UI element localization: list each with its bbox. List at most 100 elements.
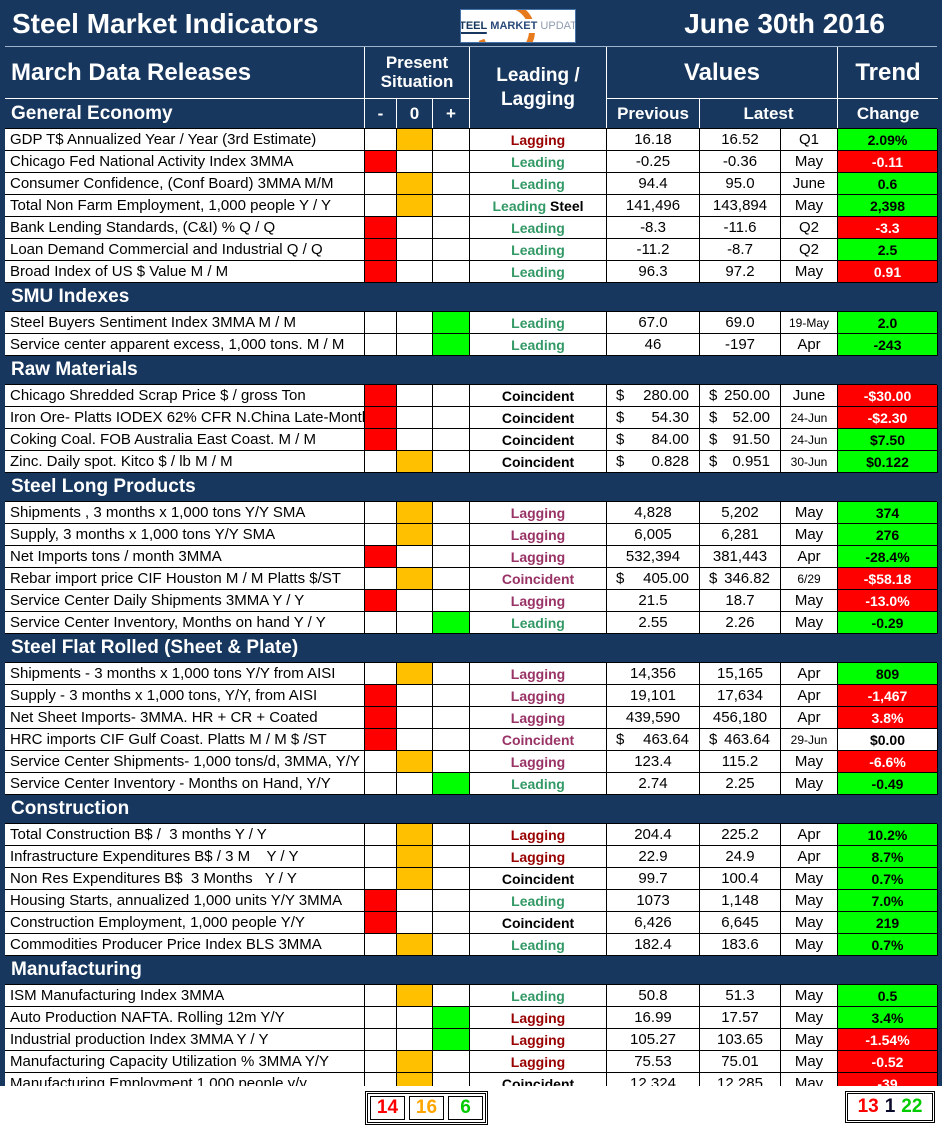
leading-lagging-label: Leading Steel	[470, 195, 607, 217]
indicator-type-text: Lagging	[510, 526, 566, 543]
change-value: 2.09%	[838, 129, 938, 151]
indicator-label: Total Construction B$ / 3 months Y / Y	[5, 824, 365, 846]
change-value: 809	[838, 663, 938, 685]
latest-value: 6,645	[700, 912, 781, 934]
previous-value: 16.18	[607, 129, 700, 151]
header-plus: +	[433, 99, 470, 128]
latest-value: 115.2	[700, 751, 781, 773]
period-label: 6/29	[781, 568, 838, 590]
header-minus: -	[365, 99, 397, 128]
present-situation-plus-cell	[433, 407, 470, 429]
leading-lagging-label: Leading	[470, 261, 607, 283]
table-row: Broad Index of US $ Value M / M Leading 96…	[5, 261, 938, 283]
table-row: HRC imports CIF Gulf Coast. Platts M / M…	[5, 729, 938, 751]
present-situation-zero-cell	[397, 912, 433, 934]
indicator-label: Service Center Inventory, Months on hand…	[5, 612, 365, 634]
present-situation-plus-cell	[433, 1007, 470, 1029]
period-label: May	[781, 590, 838, 612]
change-value: -28.4%	[838, 546, 938, 568]
change-value: 2.5	[838, 239, 938, 261]
present-situation-zero-cell	[397, 751, 433, 773]
present-situation-minus-cell	[365, 502, 397, 524]
period-label: May	[781, 1029, 838, 1051]
present-situation-zero-cell	[397, 385, 433, 407]
change-value: -$2.30	[838, 407, 938, 429]
indicator-label: GDP T$ Annualized Year / Year (3rd Estim…	[5, 129, 365, 151]
latest-value: $250.00	[700, 385, 781, 407]
present-situation-minus-cell	[365, 568, 397, 590]
table-row: Bank Lending Standards, (C&I) % Q / Q Lea…	[5, 217, 938, 239]
indicator-label: Infrastructure Expenditures B$ / 3 M Y /…	[5, 846, 365, 868]
present-situation-zero-cell	[397, 985, 433, 1007]
latest-value: -11.6	[700, 217, 781, 239]
previous-value-number: 84.00	[651, 431, 689, 448]
table-row: Steel Buyers Sentiment Index 3MMA M / M L…	[5, 312, 938, 334]
change-value: -0.11	[838, 151, 938, 173]
present-situation-zero-cell	[397, 261, 433, 283]
indicator-type-text: Lagging	[510, 848, 566, 865]
latest-value: $52.00	[700, 407, 781, 429]
present-situation-zero-cell	[397, 707, 433, 729]
period-label: Apr	[781, 546, 838, 568]
section-header-manufacturing: Manufacturing	[5, 956, 937, 985]
indicator-label: Construction Employment, 1,000 people Y/…	[5, 912, 365, 934]
leading-lagging-label: Lagging	[470, 824, 607, 846]
indicator-label: Loan Demand Commercial and Industrial Q …	[5, 239, 365, 261]
previous-value: $405.00	[607, 568, 700, 590]
indicator-type-text: Coincident	[501, 870, 575, 887]
table-row: Supply, 3 months x 1,000 tons Y/Y SMA Lag…	[5, 524, 938, 546]
table-row: Infrastructure Expenditures B$ / 3 M Y /…	[5, 846, 938, 868]
change-value: -13.0%	[838, 590, 938, 612]
indicator-label: Steel Buyers Sentiment Index 3MMA M / M	[5, 312, 365, 334]
present-situation-plus-cell	[433, 1051, 470, 1073]
indicator-label: Iron Ore- Platts IODEX 62% CFR N.China L…	[5, 407, 365, 429]
latest-value: -8.7	[700, 239, 781, 261]
previous-value-number: 280.00	[643, 387, 689, 404]
period-label: Apr	[781, 685, 838, 707]
indicator-type-text: Lagging	[510, 504, 566, 521]
previous-value: $84.00	[607, 429, 700, 451]
present-situation-plus-cell	[433, 868, 470, 890]
currency-symbol: $	[709, 409, 718, 426]
period-label: Q2	[781, 217, 838, 239]
latest-value: $463.64	[700, 729, 781, 751]
present-situation-plus-cell	[433, 773, 470, 795]
previous-value: 67.0	[607, 312, 700, 334]
column-headers: March Data Releases Present Situation Le…	[5, 47, 938, 128]
period-label: May	[781, 151, 838, 173]
indicator-label: Net Imports tons / month 3MMA	[5, 546, 365, 568]
indicator-type-text: Leading	[511, 892, 565, 909]
previous-value: 1073	[607, 890, 700, 912]
period-label: 30-Jun	[781, 451, 838, 473]
table-row: Total Construction B$ / 3 months Y / Y La…	[5, 824, 938, 846]
present-situation-zero-cell	[397, 1007, 433, 1029]
leading-lagging-label: Coincident	[470, 568, 607, 590]
latest-value: 2.25	[700, 773, 781, 795]
section-header-steel-long-products: Steel Long Products	[5, 473, 937, 502]
change-value: 0.91	[838, 261, 938, 283]
present-situation-zero-cell	[397, 729, 433, 751]
title-bar: Steel Market Indicators STEEL MARKET UPD…	[5, 5, 937, 47]
table-row: Service Center Inventory - Months on Han…	[5, 773, 938, 795]
previous-value: $463.64	[607, 729, 700, 751]
present-situation-plus-cell	[433, 1029, 470, 1051]
change-value: 2.0	[838, 312, 938, 334]
previous-value: $0.828	[607, 451, 700, 473]
leading-lagging-label: Lagging	[470, 663, 607, 685]
previous-value: 46	[607, 334, 700, 356]
leading-lagging-label: Leading	[470, 890, 607, 912]
period-label: Q1	[781, 129, 838, 151]
header-zero: 0	[397, 99, 433, 128]
change-value: 8.7%	[838, 846, 938, 868]
table-row: Total Non Farm Employment, 1,000 people …	[5, 195, 938, 217]
present-situation-minus-cell	[365, 846, 397, 868]
indicator-type-text: Lagging	[510, 1053, 566, 1070]
change-value: 3.4%	[838, 1007, 938, 1029]
header-leading-lagging: Leading / Lagging	[470, 47, 607, 128]
previous-value: 16.99	[607, 1007, 700, 1029]
currency-symbol: $	[616, 409, 625, 426]
table-row: Rebar import price CIF Houston M / M Pla…	[5, 568, 938, 590]
table-row: Shipments , 3 months x 1,000 tons Y/Y SM…	[5, 502, 938, 524]
previous-value: 21.5	[607, 590, 700, 612]
change-value: -6.6%	[838, 751, 938, 773]
